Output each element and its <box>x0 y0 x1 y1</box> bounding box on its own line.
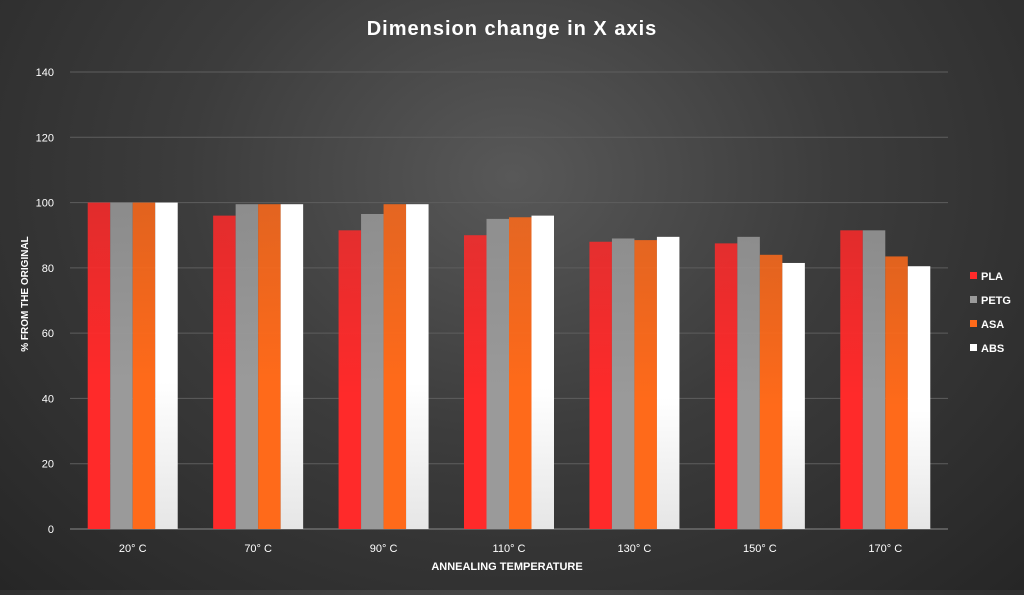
bar-abs <box>280 204 304 530</box>
legend-label-abs: ABS <box>981 343 1004 355</box>
bar-pla <box>213 215 236 529</box>
bar-abs <box>406 204 429 530</box>
x-axis-label: ANNEALING TEMPERATURE <box>431 561 582 573</box>
x-tick-label: 150° C <box>743 543 777 555</box>
bar-asa <box>759 254 783 530</box>
y-tick-label: 20 <box>42 459 54 471</box>
bar-asa <box>383 204 407 530</box>
bar-asa <box>885 256 908 529</box>
x-tick-label: 110° C <box>493 543 526 555</box>
bar-abs <box>782 262 805 529</box>
legend-label-pla: PLA <box>981 271 1003 283</box>
bar-abs <box>155 202 178 530</box>
bar-pla <box>589 241 612 529</box>
y-tick-label: 80 <box>42 263 54 275</box>
bar-abs <box>656 236 680 529</box>
y-tick-label: 60 <box>42 328 54 340</box>
legend-label-asa: ASA <box>981 319 1004 331</box>
legend-swatch-pla <box>970 272 977 279</box>
bar-asa <box>634 240 657 529</box>
bar-petg <box>737 236 760 529</box>
bar-abs <box>531 215 554 529</box>
bar-asa <box>509 217 532 529</box>
bar-asa <box>258 204 281 530</box>
x-tick-label: 130° C <box>618 543 652 555</box>
y-tick-label: 120 <box>36 132 54 144</box>
bar-petg <box>235 204 259 530</box>
bar-petg <box>862 230 886 529</box>
y-tick-label: 140 <box>36 67 54 79</box>
x-tick-label: 70° C <box>244 543 272 555</box>
bar-petg <box>611 238 635 529</box>
bar-pla <box>87 202 111 530</box>
bar-pla <box>338 230 362 529</box>
y-tick-label: 40 <box>42 393 54 405</box>
x-tick-label: 90° C <box>370 543 398 555</box>
legend-swatch-asa <box>970 320 977 327</box>
chart-title: Dimension change in X axis <box>367 18 658 40</box>
x-tick-label: 20° C <box>119 543 147 555</box>
bar-pla <box>464 235 487 529</box>
bar-pla <box>714 243 738 529</box>
legend-swatch-petg <box>970 296 977 303</box>
bar-pla <box>840 230 863 529</box>
bar-abs <box>907 266 931 529</box>
x-tick-label: 170° C <box>868 543 902 555</box>
y-axis-label: % FROM THE ORIGINAL <box>20 236 31 352</box>
bar-petg <box>361 213 384 529</box>
bar-petg <box>110 202 133 530</box>
y-tick-label: 100 <box>36 198 54 210</box>
legend-label-petg: PETG <box>981 295 1011 307</box>
bar-petg <box>486 218 509 529</box>
bar-asa <box>132 202 156 530</box>
y-tick-label: 0 <box>48 524 54 536</box>
legend-swatch-abs <box>970 344 977 351</box>
